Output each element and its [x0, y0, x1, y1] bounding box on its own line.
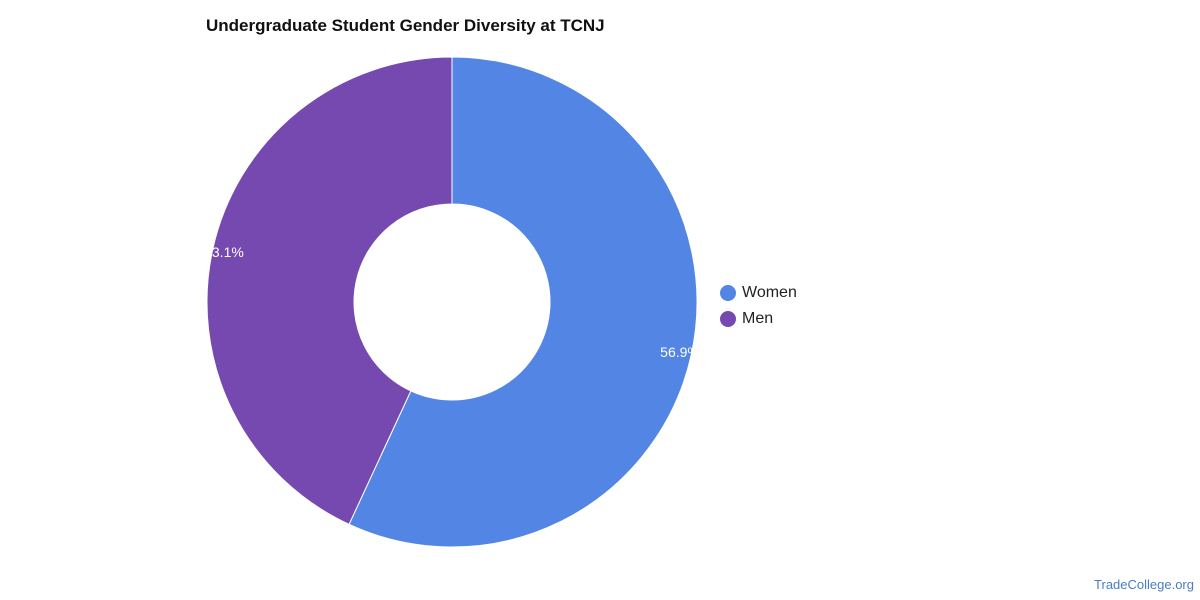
legend-swatch-men	[720, 311, 736, 327]
legend-swatch-women	[720, 285, 736, 301]
slice-label-men: 43.1%	[204, 244, 244, 260]
legend-label-men: Men	[742, 310, 774, 327]
slice-men[interactable]	[206, 56, 453, 525]
legend: Women Men	[720, 280, 797, 332]
slice-women[interactable]	[348, 56, 698, 548]
source-link[interactable]: TradeCollege.org	[1094, 577, 1194, 592]
legend-label-women: Women	[742, 284, 797, 301]
slice-label-women: 56.9%	[660, 344, 700, 360]
legend-item-women: Women	[720, 280, 797, 306]
legend-item-men: Men	[720, 306, 797, 332]
chart-title: Undergraduate Student Gender Diversity a…	[206, 16, 605, 35]
